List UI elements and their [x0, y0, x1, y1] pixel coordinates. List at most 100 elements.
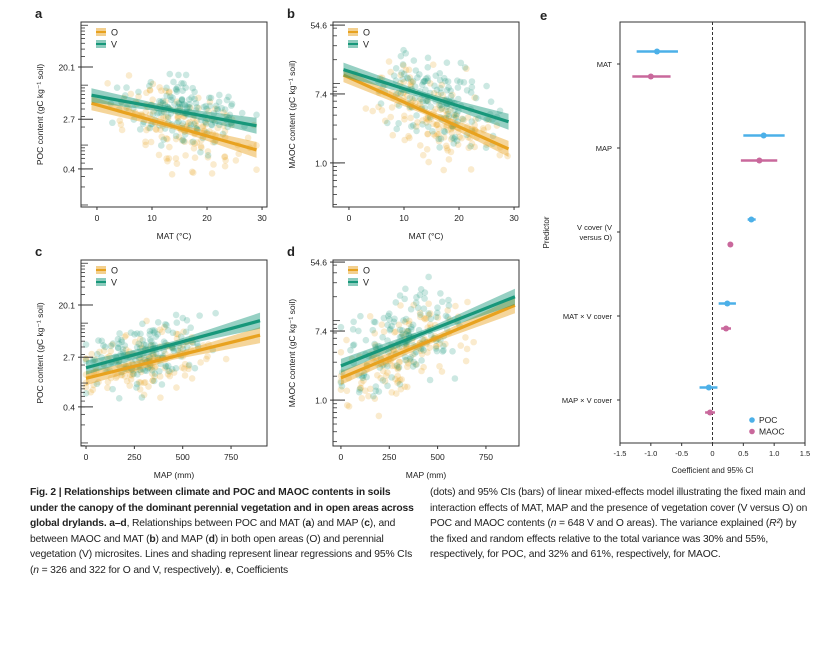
data-point-V: [141, 367, 149, 374]
data-point-V: [82, 341, 90, 348]
data-point-V: [139, 120, 147, 128]
data-point-O: [137, 368, 145, 376]
data-point-O: [405, 320, 413, 328]
data-point-V: [216, 91, 223, 99]
data-point-O: [181, 113, 188, 120]
data-point-V: [146, 124, 154, 132]
data-point-V: [438, 105, 445, 112]
data-point-O: [193, 139, 201, 146]
data-point-V: [426, 89, 434, 97]
data-point-O: [148, 370, 156, 377]
data-point-O: [200, 127, 208, 134]
data-point-O: [435, 137, 443, 145]
data-point-O: [205, 107, 212, 115]
data-point-O: [440, 122, 447, 130]
data-point-V: [168, 365, 176, 373]
data-point-O: [401, 115, 408, 123]
data-point-V: [449, 348, 456, 355]
data-point-V: [136, 366, 143, 374]
data-point-V: [206, 94, 213, 102]
data-point-V: [183, 105, 191, 112]
data-point-V: [436, 70, 444, 77]
data-point-O: [443, 144, 451, 152]
data-point-V: [89, 357, 97, 364]
data-point-V: [434, 309, 441, 317]
data-point-V: [453, 137, 461, 144]
data-point-O: [89, 386, 97, 394]
data-point-O: [378, 74, 386, 82]
data-point-V: [172, 85, 180, 93]
data-point-O: [483, 141, 490, 148]
data-point-O: [444, 147, 451, 154]
data-point-O: [403, 356, 410, 364]
data-point-O: [391, 362, 398, 369]
data-point-V: [370, 318, 378, 326]
data-point-V: [451, 375, 459, 382]
legend-label-POC: POC: [759, 415, 777, 425]
data-point-O: [146, 111, 154, 118]
data-point-O: [189, 169, 197, 176]
data-point-V: [388, 374, 396, 381]
data-point-V: [408, 123, 415, 130]
data-point-V: [159, 97, 167, 105]
caption-segment: ) by the fixed and random effects relati…: [430, 518, 797, 561]
data-point-V: [457, 78, 464, 86]
data-point-O: [174, 113, 181, 121]
data-point-V: [421, 77, 428, 85]
data-point-V: [419, 78, 427, 86]
data-point-O: [442, 340, 449, 348]
data-point-V: [349, 342, 357, 349]
data-point-O: [447, 135, 455, 143]
data-point-V: [178, 79, 185, 87]
data-point-O: [374, 371, 381, 379]
data-point-O: [371, 395, 379, 403]
data-point-O: [142, 141, 149, 149]
data-point-O: [137, 379, 145, 386]
data-point-V: [404, 327, 411, 335]
data-point-V: [420, 347, 427, 354]
data-point-V: [163, 92, 170, 100]
data-point-O: [104, 384, 111, 392]
data-point-O: [151, 353, 159, 361]
data-point-V: [163, 84, 170, 92]
data-point-V: [375, 388, 383, 395]
data-point-O: [182, 152, 189, 159]
data-point-V: [212, 309, 219, 317]
caption-segment: ), and between MAOC and MAT (: [30, 518, 396, 545]
data-point-V: [178, 97, 186, 104]
data-point-O: [412, 360, 420, 368]
data-point-V: [413, 294, 420, 301]
legend-label-V: V: [111, 40, 117, 50]
data-point-V: [398, 69, 405, 77]
data-point-O: [121, 333, 129, 340]
x-tick-label: -1.0: [644, 449, 657, 458]
caption-segment: d: [208, 533, 215, 545]
data-point-O: [162, 350, 169, 357]
data-point-V: [109, 119, 116, 127]
data-point-O: [434, 91, 442, 99]
data-point-O: [173, 335, 181, 343]
data-point-O: [142, 138, 149, 146]
data-point-V: [109, 385, 116, 393]
data-point-O: [381, 377, 389, 385]
data-point-V: [193, 104, 201, 111]
data-point-O: [504, 152, 511, 160]
data-point-V: [401, 353, 409, 360]
data-point-V: [443, 59, 451, 66]
data-point-V: [384, 382, 391, 390]
data-point-O: [361, 387, 369, 395]
caption-left-column: Fig. 2 | Relationships between climate a…: [30, 485, 420, 579]
data-point-V: [149, 367, 156, 374]
plot-area: [82, 309, 261, 402]
data-point-V: [360, 372, 368, 379]
data-point-O: [126, 348, 133, 355]
data-point-O: [172, 155, 180, 162]
data-point-V: [94, 350, 101, 358]
data-point-O: [380, 328, 388, 335]
data-point-O: [181, 138, 189, 146]
y-axis-label: MAOC content (gC kg⁻¹ soil): [287, 299, 297, 408]
data-point-O: [107, 347, 115, 355]
data-point-V: [451, 106, 458, 113]
data-point-V: [182, 71, 190, 79]
x-tick-label: 0: [95, 213, 100, 223]
